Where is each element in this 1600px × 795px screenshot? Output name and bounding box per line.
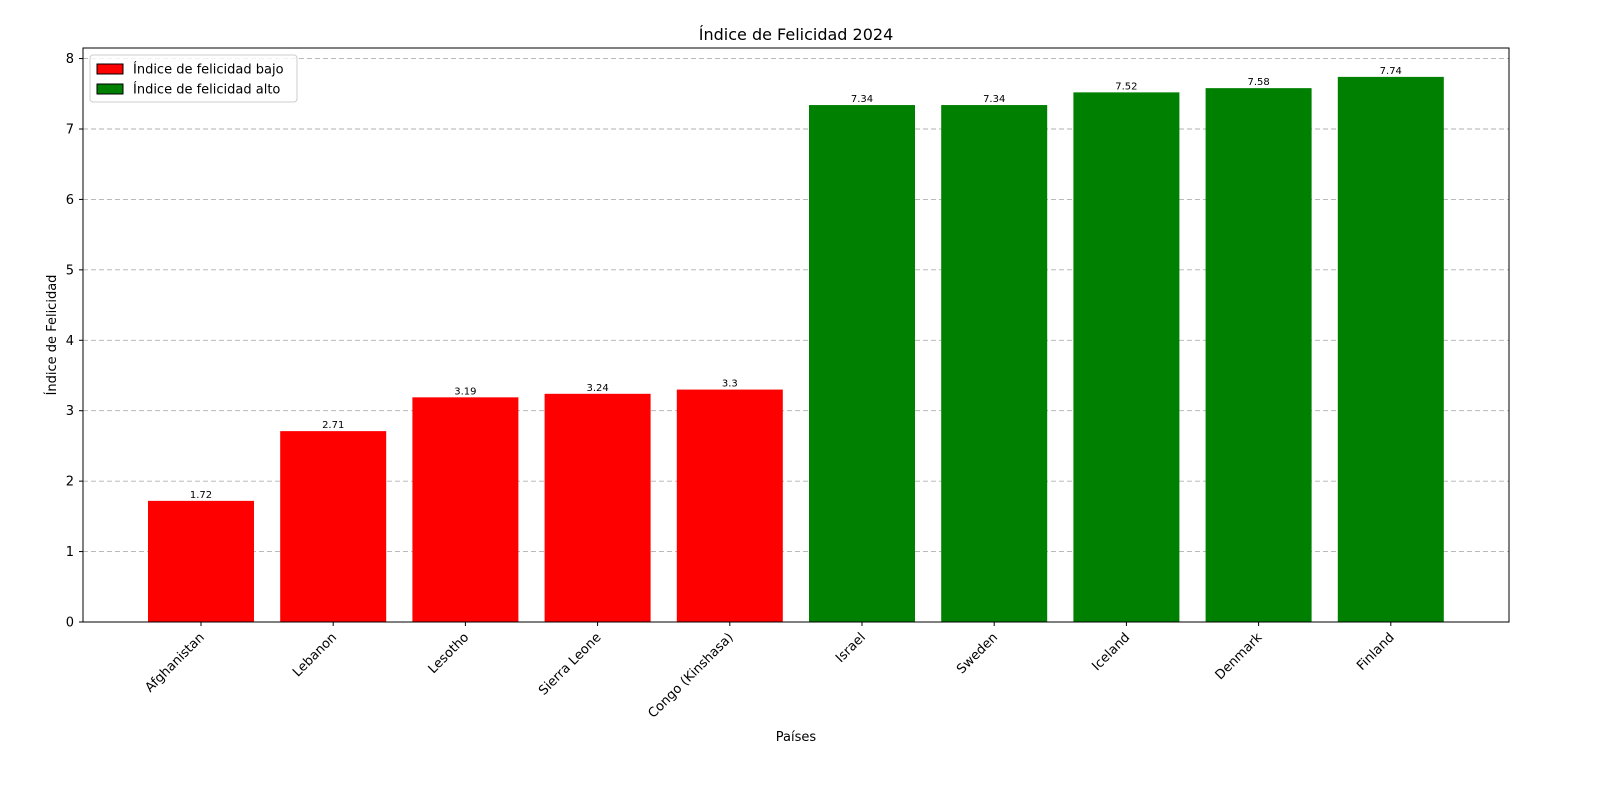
legend: Índice de felicidad bajo Índice de felici… bbox=[89, 54, 298, 103]
bar-finland bbox=[1337, 76, 1444, 622]
bar-sierra-leone bbox=[544, 393, 651, 622]
data-label: 7.52 bbox=[1115, 81, 1137, 92]
x-axis-ticks: Afghanistan Lebanon Lesotho Sierra Leone Con… bbox=[142, 622, 1398, 721]
x-tick-label: Lesotho bbox=[426, 630, 473, 677]
x-tick-label: Afghanistan bbox=[142, 630, 207, 695]
chart-title: Índice de Felicidad 2024 bbox=[699, 25, 894, 44]
legend-swatch-low bbox=[96, 63, 124, 75]
data-label: 2.71 bbox=[322, 420, 344, 431]
y-tick-label: 2 bbox=[66, 475, 74, 490]
bar-congo-kinshasa bbox=[676, 389, 783, 622]
x-tick-label: Lebanon bbox=[290, 630, 340, 680]
data-label: 3.3 bbox=[722, 379, 738, 390]
legend-box bbox=[89, 54, 298, 103]
data-label: 1.72 bbox=[190, 490, 212, 501]
x-tick-label: Iceland bbox=[1089, 630, 1133, 674]
x-tick-label: Denmark bbox=[1213, 630, 1266, 683]
y-tick-label: 5 bbox=[66, 263, 74, 278]
plot-frame bbox=[82, 47, 1510, 623]
y-tick-label: 0 bbox=[66, 616, 74, 631]
bar-iceland bbox=[1073, 92, 1180, 623]
legend-swatch-high bbox=[96, 83, 124, 95]
y-tick-label: 3 bbox=[66, 404, 74, 419]
data-label: 7.58 bbox=[1247, 77, 1269, 88]
y-tick-label: 7 bbox=[66, 122, 74, 137]
bar-israel bbox=[809, 105, 915, 622]
bars: 1.72 2.71 3.19 3.24 3.3 7.34 7.34 7.52 7.58 7.74 bbox=[148, 66, 1444, 623]
data-label: 3.24 bbox=[586, 383, 608, 394]
data-label: 7.74 bbox=[1380, 66, 1402, 77]
y-tick-label: 4 bbox=[66, 334, 74, 349]
x-tick-label: Finland bbox=[1354, 630, 1397, 673]
bar-lebanon bbox=[280, 431, 387, 622]
legend-label-high: Índice de felicidad alto bbox=[133, 82, 280, 98]
bar-lesotho bbox=[412, 397, 519, 622]
bar-afghanistan bbox=[148, 500, 254, 622]
legend-label-low: Índice de felicidad bajo bbox=[133, 62, 284, 78]
y-axis-label: Índice de Felicidad bbox=[44, 275, 60, 396]
x-tick-label: Sierra Leone bbox=[536, 630, 604, 698]
y-tick-label: 8 bbox=[66, 52, 74, 67]
data-label: 7.34 bbox=[851, 94, 873, 105]
x-axis-label: Países bbox=[776, 730, 817, 745]
bar-sweden bbox=[941, 105, 1048, 622]
data-label: 7.34 bbox=[983, 94, 1005, 105]
bar-denmark bbox=[1205, 88, 1312, 623]
y-axis-ticks: 0 1 2 3 4 5 6 7 8 bbox=[66, 52, 83, 631]
y-tick-label: 1 bbox=[66, 545, 74, 560]
data-label: 3.19 bbox=[454, 386, 476, 397]
x-tick-label: Congo (Kinshasa) bbox=[646, 630, 737, 721]
x-tick-label: Israel bbox=[833, 630, 869, 666]
x-tick-label: Sweden bbox=[954, 630, 1001, 677]
y-tick-label: 6 bbox=[66, 193, 74, 208]
